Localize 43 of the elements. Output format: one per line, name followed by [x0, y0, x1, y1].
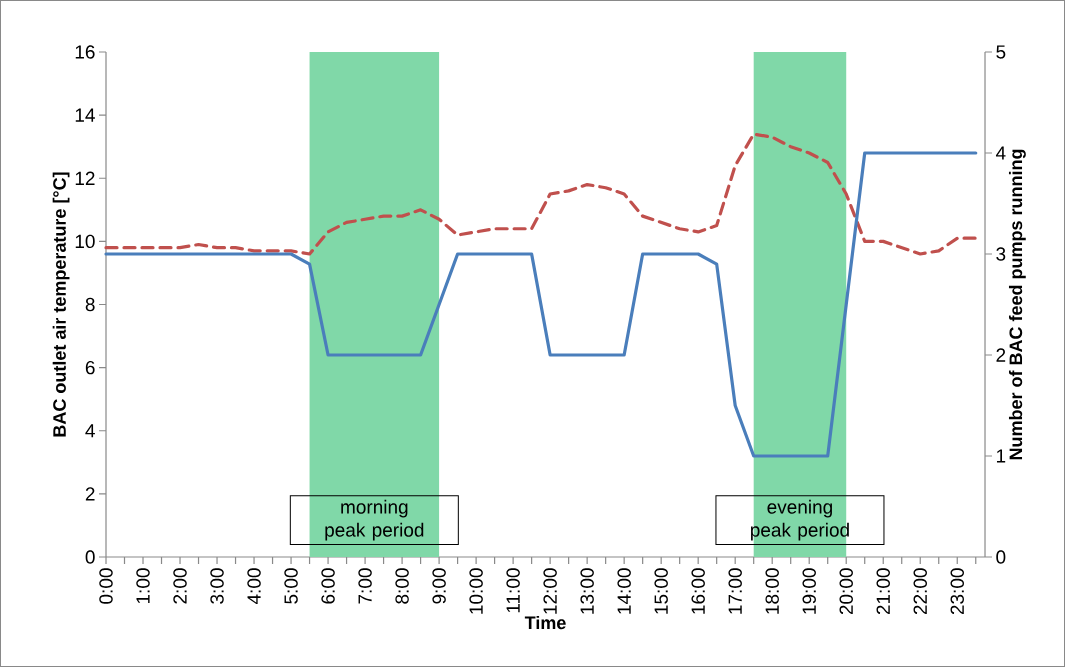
y-axis-title: BAC outlet air temperature [°C]: [52, 172, 70, 437]
x-tick-label: 14:00: [617, 568, 631, 614]
y-tick-label: 16: [75, 45, 95, 59]
x-tick-label: 11:00: [506, 568, 520, 613]
x-tick-label: 2:00: [173, 568, 187, 604]
x-tick-label: 23:00: [950, 568, 964, 615]
y-tick-label: 0: [85, 550, 95, 564]
y-tick-label: 8: [85, 297, 95, 312]
x-tick-label: 22:00: [913, 568, 927, 615]
x-tick-label: 21:00: [876, 568, 890, 615]
y2-tick-label: 2: [996, 348, 1006, 362]
y-tick-label: 10: [75, 234, 95, 249]
x-tick-label: 3:00: [210, 568, 224, 604]
x-tick-label: 20:00: [839, 568, 853, 615]
x-tick-label: 17:00: [728, 568, 742, 614]
y2-tick-label: 3: [996, 247, 1006, 261]
x-tick-label: 6:00: [321, 568, 335, 604]
x-tick-label: 19:00: [802, 568, 816, 614]
y2-axis-title: Number of BAC feed pumps running: [1008, 149, 1026, 460]
x-tick-label: 4:00: [247, 568, 261, 605]
x-tick-label: 15:00: [654, 568, 668, 614]
x-tick-label: 5:00: [284, 568, 298, 604]
y-tick-label: 4: [85, 424, 95, 438]
y2-tick-label: 5: [996, 45, 1006, 59]
y-tick-label: 14: [75, 108, 95, 122]
y2-tick-label: 0: [996, 550, 1006, 564]
x-tick-label: 1:00: [136, 568, 150, 604]
x-tick-label: 12:00: [543, 568, 557, 614]
x-tick-label: 8:00: [395, 568, 409, 604]
x-tick-label: 7:00: [358, 568, 372, 604]
x-tick-label: 18:00: [765, 568, 779, 614]
x-tick-label: 16:00: [691, 568, 705, 614]
y2-tick-label: 1: [996, 449, 1006, 463]
band-label: morning peak period: [325, 499, 424, 541]
y-tick-label: 2: [85, 487, 95, 501]
x-tick-label: 13:00: [580, 568, 594, 614]
x-tick-label: 10:00: [469, 568, 483, 614]
x-tick-label: 9:00: [432, 568, 446, 604]
x-axis-title: Time: [524, 615, 566, 630]
y2-tick-label: 4: [995, 146, 1006, 160]
y-tick-label: 6: [85, 360, 95, 375]
x-tick-label: 0:00: [99, 568, 113, 604]
y-tick-label: 12: [75, 171, 95, 185]
